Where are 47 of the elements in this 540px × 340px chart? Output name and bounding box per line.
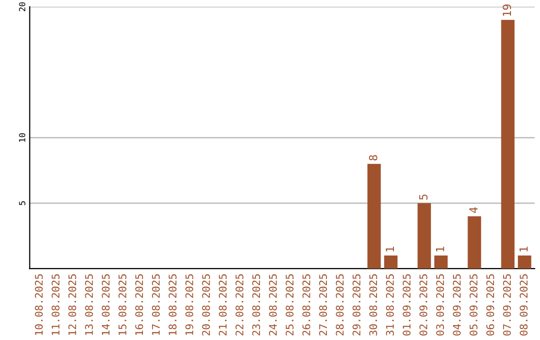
x-tick-label: 30.08.2025	[369, 274, 378, 336]
x-tick-label: 29.08.2025	[352, 274, 360, 336]
bar	[384, 256, 398, 269]
x-tick-label: 14.08.2025	[102, 274, 110, 335]
data-label: 8	[368, 155, 378, 160]
x-tick-label: 16.08.2025	[135, 274, 144, 335]
x-tick-label: 19.08.2025	[185, 274, 194, 335]
data-label: 1	[386, 246, 394, 252]
y-tick-label: 20	[19, 2, 26, 12]
x-tick-label: 26.08.2025	[302, 274, 310, 336]
x-tick-label: 22.08.2025	[236, 274, 244, 336]
x-tick-label: 28.08.2025	[336, 274, 344, 336]
x-tick-label: 12.08.2025	[68, 274, 76, 335]
x-tick-label: 21.08.2025	[218, 274, 227, 336]
bar	[468, 216, 482, 269]
x-tick-label: 15.08.2025	[118, 274, 126, 335]
x-tick-label: 31.08.2025	[386, 274, 394, 336]
x-tick-label: 08.09.2025	[520, 274, 528, 336]
bar	[418, 203, 431, 269]
y-tick-label: 10	[19, 133, 26, 142]
x-tick-label: 24.08.2025	[268, 274, 277, 336]
x-tick-label: 03.09.2025	[436, 274, 444, 336]
x-tick-label: 27.08.2025	[319, 274, 327, 336]
bar	[518, 256, 532, 269]
x-tick-label: 20.08.2025	[202, 274, 210, 336]
data-label: 1	[436, 246, 444, 252]
x-tick-label: 04.09.2025	[452, 274, 461, 336]
x-tick-label: 25.08.2025	[286, 274, 294, 336]
data-label: 1	[520, 246, 528, 252]
data-label: 19	[502, 4, 512, 16]
x-tick-label: 17.08.2025	[152, 274, 160, 335]
x-tick-label: 07.09.2025	[503, 274, 511, 336]
data-label: 5	[419, 194, 428, 200]
bar	[367, 164, 381, 269]
x-tick-label: 23.08.2025	[252, 274, 260, 336]
x-tick-label: 05.09.2025	[470, 274, 478, 336]
x-tick-label: 11.08.2025	[52, 274, 60, 335]
x-tick-label: 18.08.2025	[168, 274, 177, 335]
y-tick-label: 5	[19, 201, 26, 206]
bar	[434, 256, 448, 269]
x-tick-label: 13.08.2025	[85, 274, 93, 335]
x-tick-label: 01.09.2025	[402, 274, 411, 336]
x-tick-label: 02.09.2025	[419, 274, 428, 336]
x-tick-label: 10.08.2025	[34, 274, 43, 335]
data-label: 4	[469, 207, 478, 213]
bar	[501, 20, 515, 269]
x-tick-label: 06.09.2025	[486, 274, 494, 336]
